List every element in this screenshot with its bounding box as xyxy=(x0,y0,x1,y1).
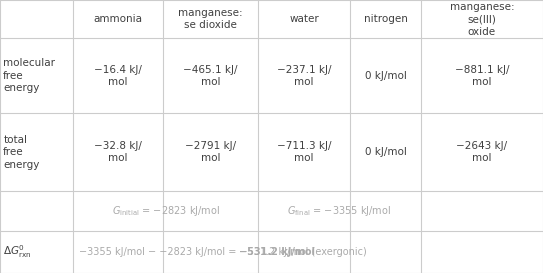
Text: −237.1 kJ/
mol: −237.1 kJ/ mol xyxy=(277,64,331,87)
Text: −2643 kJ/
mol: −2643 kJ/ mol xyxy=(456,141,508,164)
Text: −2791 kJ/
mol: −2791 kJ/ mol xyxy=(185,141,236,164)
Text: molecular
free
energy: molecular free energy xyxy=(3,58,55,93)
Text: −32.8 kJ/
mol: −32.8 kJ/ mol xyxy=(94,141,142,164)
Text: total
free
energy: total free energy xyxy=(3,135,40,170)
Text: water: water xyxy=(289,14,319,24)
Text: 0 kJ/mol: 0 kJ/mol xyxy=(364,71,407,81)
Text: −881.1 kJ/
mol: −881.1 kJ/ mol xyxy=(454,64,509,87)
Text: −465.1 kJ/
mol: −465.1 kJ/ mol xyxy=(183,64,238,87)
Text: nitrogen: nitrogen xyxy=(364,14,407,24)
Text: $G_{\mathrm{final}}$ = −3355 kJ/mol: $G_{\mathrm{final}}$ = −3355 kJ/mol xyxy=(287,204,392,218)
Text: 0 kJ/mol: 0 kJ/mol xyxy=(364,147,407,157)
Text: −16.4 kJ/
mol: −16.4 kJ/ mol xyxy=(94,64,142,87)
Text: $G_{\mathrm{initial}}$ = −2823 kJ/mol: $G_{\mathrm{initial}}$ = −2823 kJ/mol xyxy=(111,204,220,218)
Text: manganese:
se dioxide: manganese: se dioxide xyxy=(178,8,243,30)
Text: manganese:
se(III)
oxide: manganese: se(III) oxide xyxy=(450,2,514,37)
Text: $\Delta G^0_{\mathrm{rxn}}$: $\Delta G^0_{\mathrm{rxn}}$ xyxy=(3,244,31,260)
Text: −3355 kJ/mol − −2823 kJ/mol = −531.2 kJ/mol (exergonic): −3355 kJ/mol − −2823 kJ/mol = −531.2 kJ/… xyxy=(79,247,367,257)
Text: ammonia: ammonia xyxy=(93,14,143,24)
Text: −711.3 kJ/
mol: −711.3 kJ/ mol xyxy=(277,141,331,164)
Text: −531.2 kJ/mol: −531.2 kJ/mol xyxy=(239,247,315,257)
